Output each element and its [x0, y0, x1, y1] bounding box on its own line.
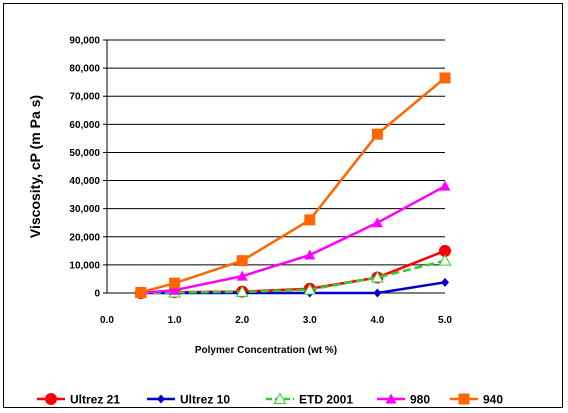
y-tick-label: 30,000	[69, 204, 100, 215]
data-point	[235, 285, 249, 297]
x-tick-labels: 0.0 1.0 2.0 3.0 4.0 5.0	[100, 315, 452, 326]
gridlines	[107, 39, 445, 266]
legend-item: Ultrez 10	[147, 393, 230, 407]
data-point	[439, 180, 451, 191]
legend-item: Ultrez 21	[37, 393, 120, 407]
series-group	[134, 72, 452, 299]
legend-swatch-marker	[157, 394, 165, 404]
y-tick-label: 90,000	[69, 36, 100, 47]
viscosity-chart: 0 10,000 20,000 30,000 40,000 50,000 60,000 70,…	[27, 36, 503, 407]
data-point	[373, 288, 382, 298]
data-point	[371, 217, 383, 228]
x-tick-label: 3.0	[303, 315, 317, 326]
legend-item: ETD 2001	[266, 392, 353, 407]
series-line	[140, 76, 446, 294]
data-point	[304, 249, 316, 260]
x-tick-label: 0.0	[100, 315, 114, 326]
data-point	[236, 255, 248, 267]
legend-label: 940	[483, 393, 503, 407]
legend-swatch-marker	[273, 392, 287, 404]
legend-item: 940	[450, 393, 503, 407]
legend-label: ETD 2001	[299, 393, 353, 407]
data-point	[371, 271, 384, 283]
data-point	[135, 286, 147, 298]
legend-label: Ultrez 21	[70, 393, 120, 407]
data-point	[438, 254, 452, 266]
legend-swatch-marker	[385, 393, 397, 404]
x-tick-label: 5.0	[438, 315, 452, 326]
y-axis-title: Viscosity, cP (m Pa s)	[27, 95, 43, 238]
x-tick-label: 1.0	[168, 315, 182, 326]
data-point	[303, 283, 317, 295]
x-tick-label: 4.0	[370, 315, 384, 326]
legend-swatch-marker	[458, 393, 470, 405]
series-line	[140, 185, 446, 295]
y-tick-label: 10,000	[69, 260, 100, 271]
series-line	[140, 259, 446, 295]
legend-label: Ultrez 10	[180, 393, 230, 407]
data-point	[304, 214, 316, 226]
data-point	[371, 128, 383, 140]
y-tick-label: 40,000	[69, 176, 100, 187]
y-tick-label: 80,000	[69, 64, 100, 75]
y-tick-labels: 0 10,000 20,000 30,000 40,000 50,000 60,000 70,…	[69, 36, 100, 300]
data-point	[439, 72, 451, 84]
y-tick-label: 50,000	[69, 148, 100, 159]
x-axis-title: Polymer Concentration (wt %)	[195, 345, 337, 356]
y-tick-label: 0	[94, 289, 100, 300]
legend: Ultrez 21 Ultrez 10 ETD 2001 980 940	[37, 392, 503, 407]
y-tick-label: 70,000	[69, 92, 100, 103]
x-tick-label: 2.0	[235, 315, 249, 326]
data-point	[236, 270, 248, 281]
series-940	[135, 72, 451, 298]
data-point	[441, 277, 449, 287]
y-tick-label: 60,000	[69, 120, 100, 131]
legend-swatch-marker	[45, 393, 57, 405]
legend-label: 980	[410, 393, 430, 407]
data-point	[169, 277, 181, 289]
data-point	[169, 284, 181, 295]
axes	[103, 39, 445, 294]
chart-frame: 0 10,000 20,000 30,000 40,000 50,000 60,000 70,…	[3, 3, 563, 408]
legend-item: 980	[377, 393, 430, 407]
y-tick-label: 20,000	[69, 232, 100, 243]
